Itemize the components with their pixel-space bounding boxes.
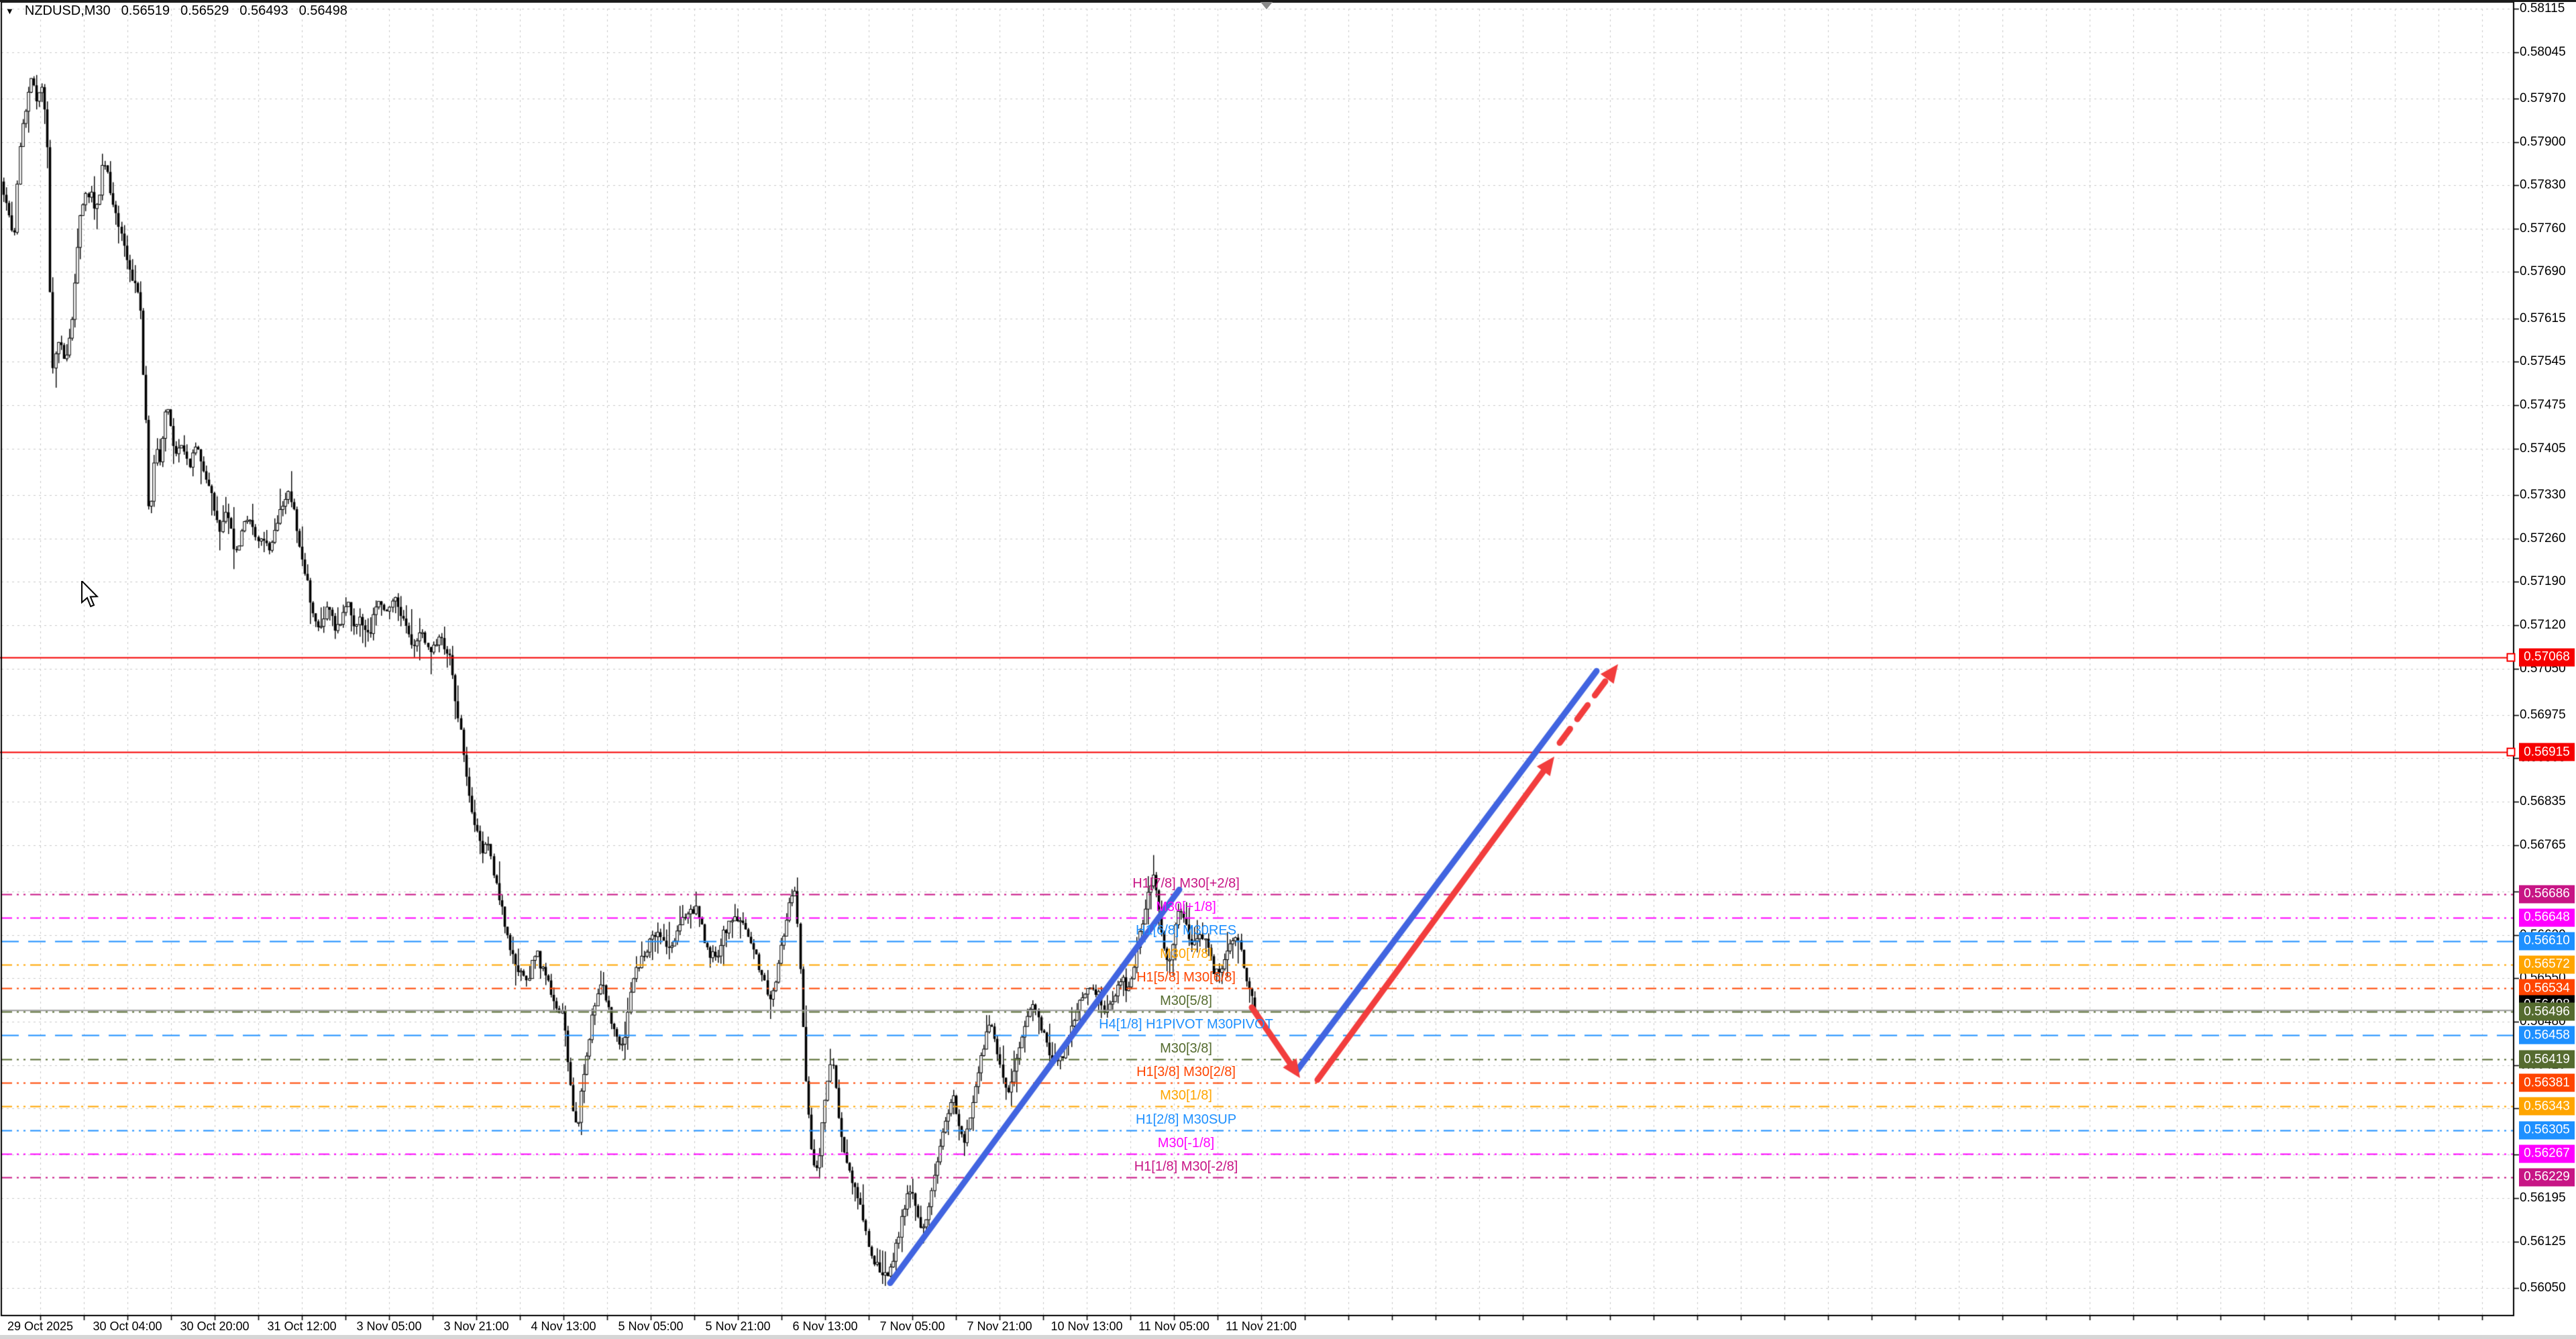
price-level-tag[interactable]: 0.56267	[2519, 1144, 2575, 1163]
time-axis-label: 10 Nov 13:00	[1051, 1320, 1123, 1333]
price-axis-label: 0.56125	[2520, 1234, 2566, 1248]
symbol-dropdown-icon[interactable]: ▼	[5, 6, 14, 16]
price-level-tag[interactable]: 0.56648	[2519, 908, 2575, 927]
price-axis-label: 0.58115	[2520, 1, 2565, 15]
murrey-level-label: M30[3/8]	[1160, 1041, 1212, 1057]
murrey-level-label: M30[+1/8]	[1156, 899, 1216, 914]
ohlc-open: 0.56519	[121, 3, 170, 18]
time-axis-label: 11 Nov 21:00	[1226, 1320, 1297, 1333]
murrey-level-label: M30[5/8]	[1160, 994, 1212, 1009]
time-axis-label: 31 Oct 12:00	[267, 1320, 337, 1333]
line-drag-handle[interactable]	[2506, 747, 2516, 757]
murrey-level-label: M30[-1/8]	[1157, 1135, 1215, 1150]
time-axis-label: 5 Nov 05:00	[618, 1320, 684, 1333]
price-axis-label: 0.57615	[2520, 311, 2566, 325]
time-axis-label: 7 Nov 21:00	[967, 1320, 1032, 1333]
chart-title: ▼ NZDUSD,M30 0.56519 0.56529 0.56493 0.5…	[5, 3, 347, 19]
time-axis-label: 30 Oct 20:00	[180, 1320, 250, 1333]
price-axis-label: 0.57405	[2520, 441, 2566, 456]
price-axis-label: 0.57970	[2520, 91, 2566, 105]
symbol-period-label: NZDUSD,M30	[24, 3, 111, 18]
price-level-tag[interactable]: 0.56915	[2519, 743, 2575, 761]
murrey-level-label: H1[5/8] M30[6/8]	[1136, 970, 1236, 985]
price-axis-label: 0.57190	[2520, 574, 2566, 589]
time-axis-label: 3 Nov 21:00	[443, 1320, 509, 1333]
price-level-tag[interactable]: 0.57068	[2519, 648, 2575, 667]
price-level-tag[interactable]: 0.56610	[2519, 932, 2575, 951]
ohlc-high: 0.56529	[180, 3, 229, 18]
murrey-level-label: H1[7/8] M30[+2/8]	[1132, 875, 1240, 891]
line-drag-handle[interactable]	[2506, 653, 2516, 662]
murrey-level-label: M30[1/8]	[1160, 1088, 1212, 1104]
chart-shift-marker-icon[interactable]	[1260, 2, 1273, 9]
price-axis-label: 0.57690	[2520, 264, 2566, 279]
price-axis-label: 0.57120	[2520, 617, 2566, 632]
price-axis-label: 0.57830	[2520, 178, 2566, 193]
window-top-border	[0, 0, 2576, 2]
price-level-tag[interactable]: 0.56305	[2519, 1121, 2575, 1139]
time-axis-label: 3 Nov 05:00	[356, 1320, 422, 1333]
price-axis-label: 0.57900	[2520, 134, 2566, 149]
time-axis-label: 4 Nov 13:00	[531, 1320, 596, 1333]
price-axis-label: 0.56050	[2520, 1281, 2566, 1295]
price-axis-label: 0.56835	[2520, 794, 2566, 809]
price-axis-label: 0.57760	[2520, 221, 2566, 235]
price-axis-label: 0.57545	[2520, 354, 2566, 369]
time-axis-label: 11 Nov 05:00	[1138, 1320, 1210, 1333]
price-level-tag[interactable]: 0.56229	[2519, 1168, 2575, 1187]
price-level-tag[interactable]: 0.56381	[2519, 1073, 2575, 1092]
price-level-tag[interactable]: 0.56419	[2519, 1050, 2575, 1069]
price-level-tag[interactable]: 0.56496	[2519, 1002, 2575, 1021]
time-axis-label: 7 Nov 05:00	[879, 1320, 945, 1333]
time-axis-label: 29 Oct 2025	[7, 1320, 74, 1333]
murrey-level-label: H4[1/8] H1PIVOT M30PIVOT	[1099, 1017, 1273, 1032]
price-level-tag[interactable]: 0.56343	[2519, 1097, 2575, 1116]
price-level-tag[interactable]: 0.56572	[2519, 955, 2575, 974]
window-bottom-border	[0, 1335, 2576, 1339]
time-axis-label: 30 Oct 04:00	[93, 1320, 162, 1333]
murrey-level-label: H1[2/8] M30SUP	[1135, 1112, 1237, 1127]
time-axis-label: 5 Nov 21:00	[705, 1320, 771, 1333]
ohlc-close: 0.56498	[299, 3, 347, 18]
price-axis-label: 0.57330	[2520, 487, 2566, 502]
murrey-level-label: H1[1/8] M30[-2/8]	[1134, 1159, 1238, 1174]
price-axis-label: 0.56975	[2520, 707, 2566, 722]
price-axis-label: 0.56195	[2520, 1191, 2566, 1206]
murrey-level-label: H1[3/8] M30[2/8]	[1136, 1065, 1236, 1080]
price-axis-label: 0.58045	[2520, 44, 2566, 59]
time-axis-label: 6 Nov 13:00	[792, 1320, 858, 1333]
price-axis-label: 0.57260	[2520, 531, 2566, 545]
price-axis-label: 0.57475	[2520, 398, 2566, 413]
price-level-tag[interactable]: 0.56686	[2519, 885, 2575, 904]
price-axis-label: 0.56765	[2520, 837, 2566, 852]
price-level-tag[interactable]: 0.56458	[2519, 1026, 2575, 1045]
ohlc-low: 0.56493	[239, 3, 288, 18]
murrey-level-label: M30[7/8]	[1160, 946, 1212, 961]
price-level-tag[interactable]: 0.56534	[2519, 979, 2575, 998]
murrey-level-label: H1[6/8] M30RES	[1135, 922, 1237, 938]
